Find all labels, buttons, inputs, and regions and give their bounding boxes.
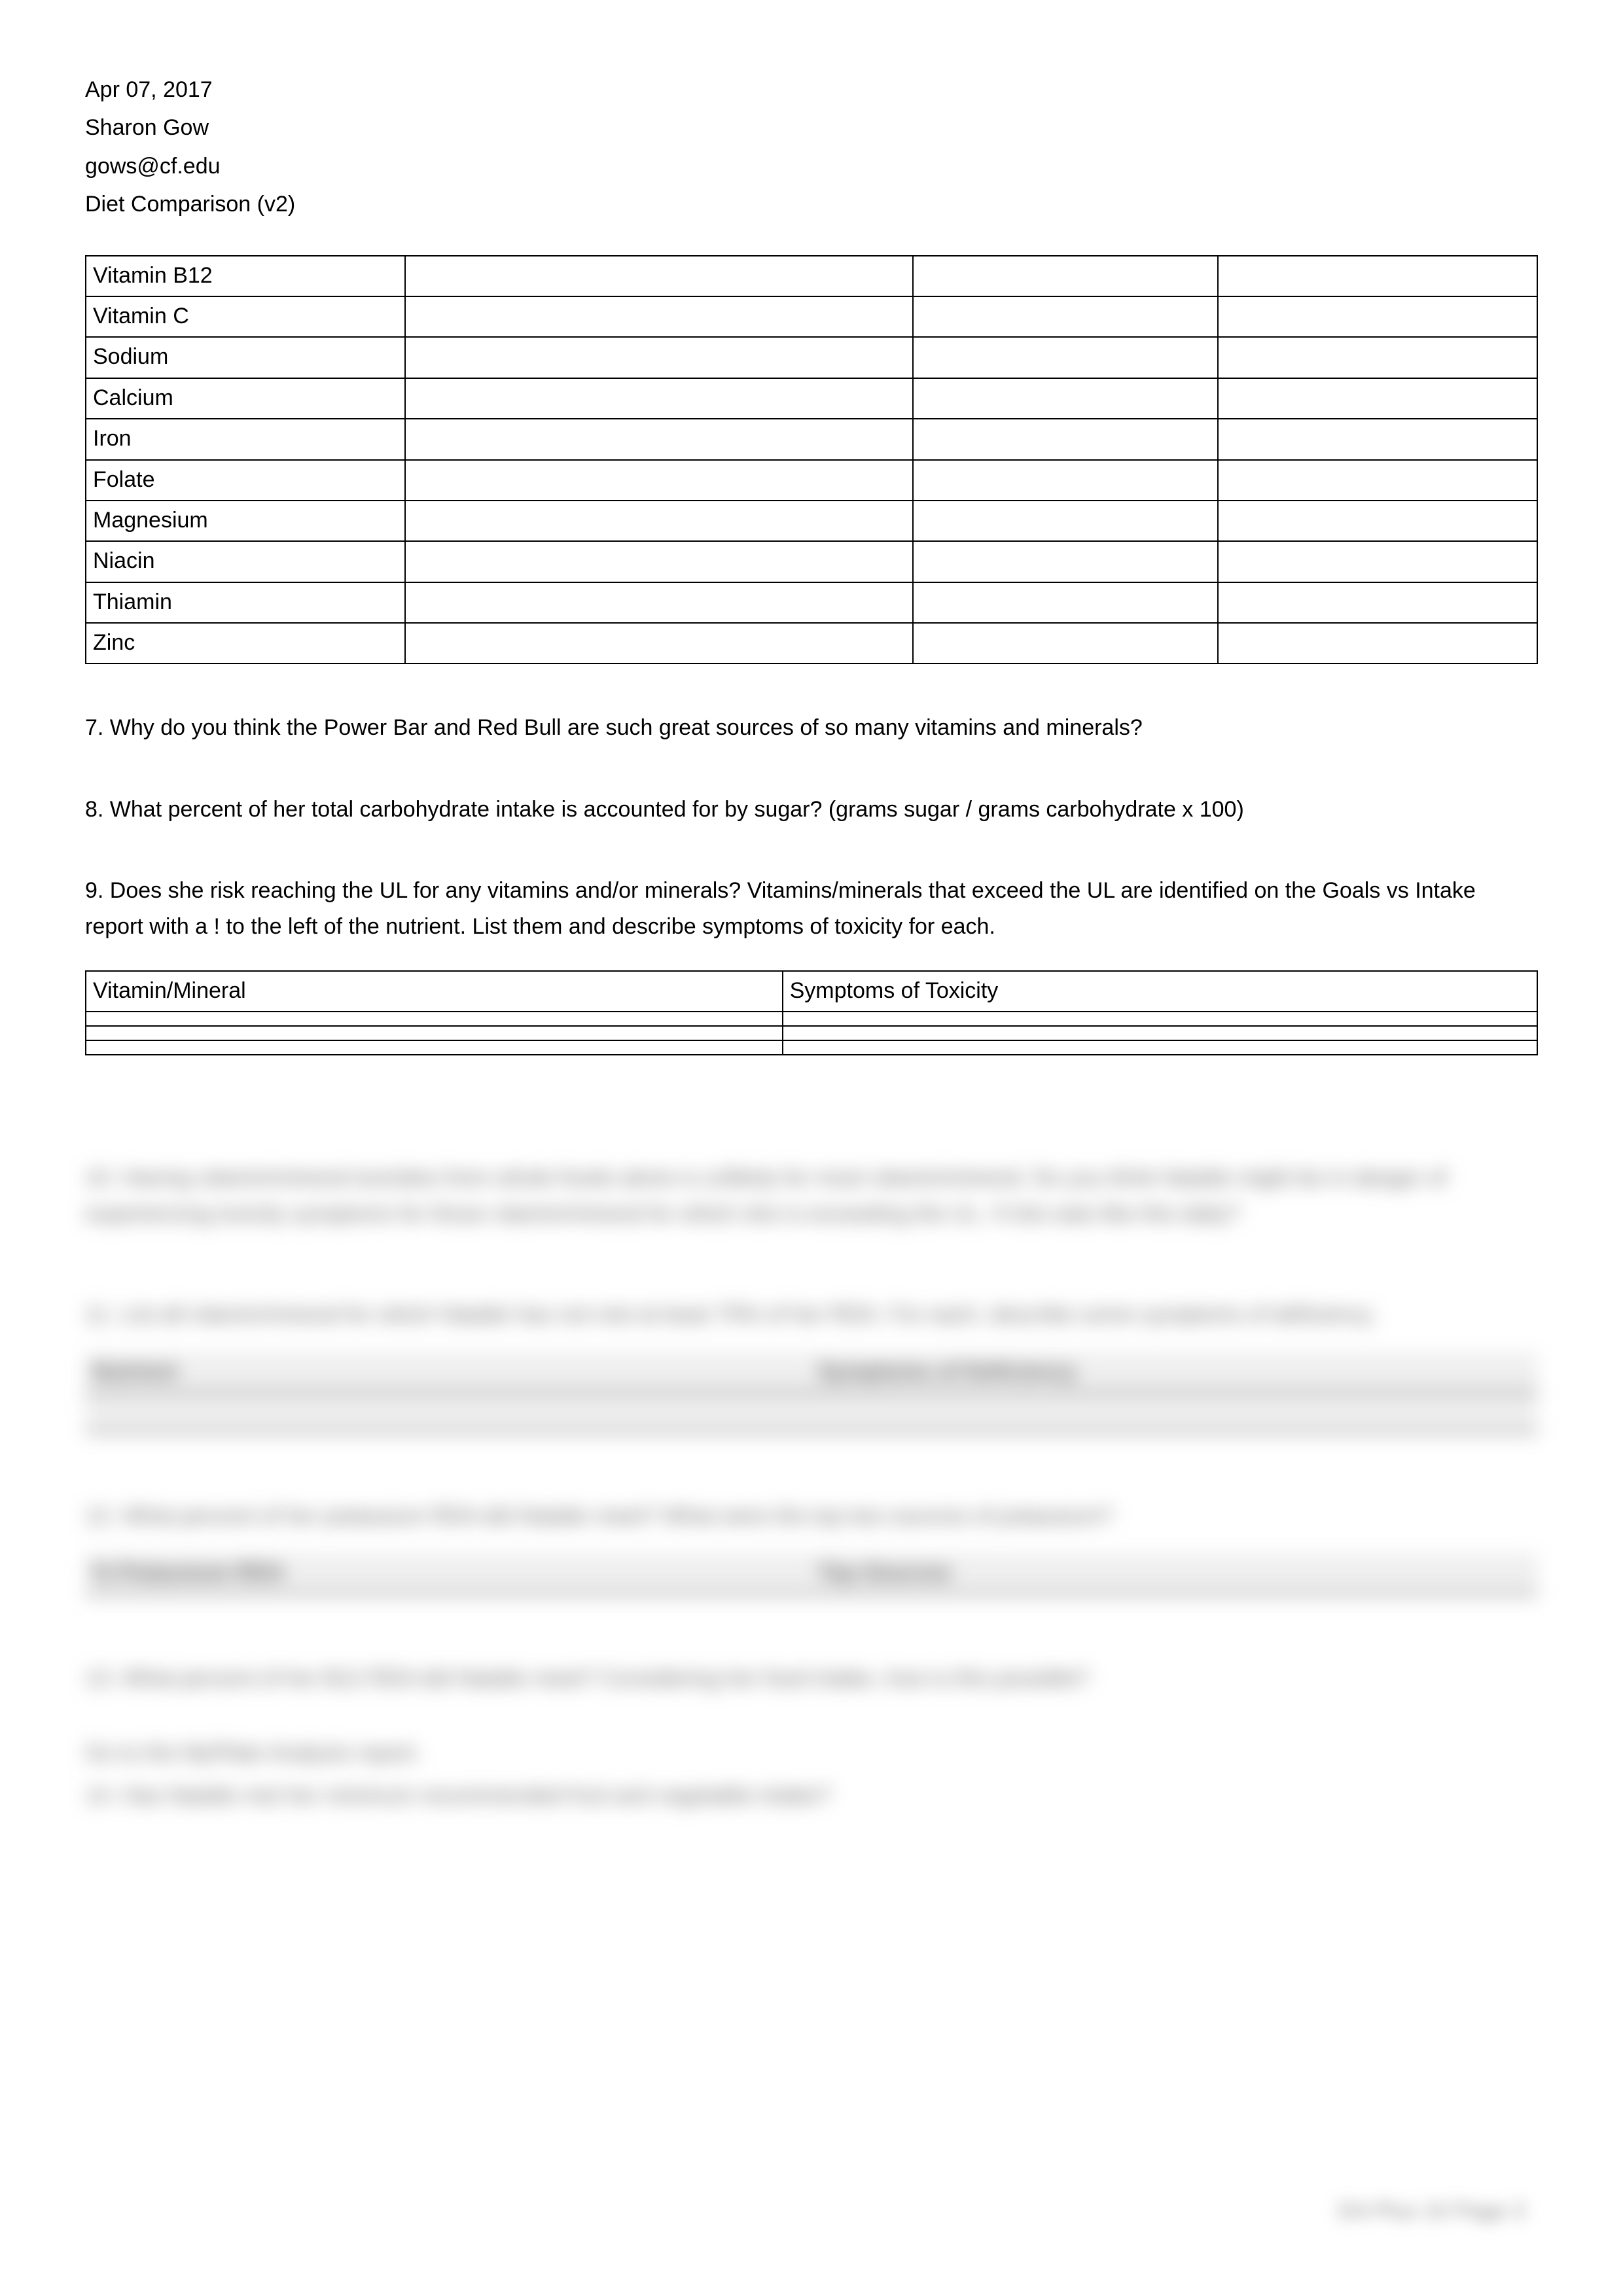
table-cell: Thiamin <box>86 582 405 623</box>
table-cell <box>405 419 913 459</box>
page-footer: DA Plus 10 Page 3 <box>1338 2199 1525 2224</box>
table-row <box>86 1040 1537 1055</box>
table-cell: Magnesium <box>86 501 405 541</box>
table-cell <box>1218 378 1537 419</box>
table-cell <box>913 337 1218 378</box>
header-email: gows@cf.edu <box>85 149 1538 184</box>
table-cell <box>1218 256 1537 296</box>
header-name: Sharon Gow <box>85 110 1538 145</box>
table-cell: Sodium <box>86 337 405 378</box>
potassium-table: % Potassium RDA Top Sources <box>85 1553 1538 1595</box>
header-date: Apr 07, 2017 <box>85 72 1538 107</box>
table-cell <box>405 501 913 541</box>
table-cell: Vitamin C <box>86 296 405 337</box>
header-title: Diet Comparison (v2) <box>85 186 1538 222</box>
table-row: Niacin <box>86 541 1537 582</box>
table-cell <box>86 1012 783 1026</box>
table-cell <box>783 1026 1537 1040</box>
table-cell <box>405 296 913 337</box>
question-13: 13. What percent of her B12 RDA did Nata… <box>85 1661 1538 1696</box>
table-cell <box>405 378 913 419</box>
table-row: Calcium <box>86 378 1537 419</box>
table-cell <box>86 1026 783 1040</box>
table-cell <box>1218 337 1537 378</box>
table-cell <box>913 501 1218 541</box>
toxicity-table: Vitamin/Mineral Symptoms of Toxicity <box>85 970 1538 1055</box>
goto-instruction: Go to the MyPlate Analysis report. <box>85 1735 1538 1771</box>
table-cell <box>1218 623 1537 663</box>
question-14: 14. Has Natalie met her minimum recommen… <box>85 1778 1538 1813</box>
table-row: Magnesium <box>86 501 1537 541</box>
deficiency-header-1: Nutrient <box>85 1352 812 1393</box>
question-7: 7. Why do you think the Power Bar and Re… <box>85 710 1538 745</box>
table-cell <box>1218 541 1537 582</box>
table-cell: Vitamin B12 <box>86 256 405 296</box>
table-cell: Zinc <box>86 623 405 663</box>
potassium-header-1: % Potassium RDA <box>85 1553 812 1594</box>
table-cell <box>783 1012 1537 1026</box>
question-9: 9. Does she risk reaching the UL for any… <box>85 873 1538 944</box>
table-cell <box>913 582 1218 623</box>
table-row: Thiamin <box>86 582 1537 623</box>
table-row: Folate <box>86 460 1537 501</box>
table-cell <box>405 460 913 501</box>
table-cell: Iron <box>86 419 405 459</box>
table-cell <box>913 378 1218 419</box>
table-cell <box>783 1040 1537 1055</box>
table-cell: Folate <box>86 460 405 501</box>
table-cell: Niacin <box>86 541 405 582</box>
table-cell <box>913 623 1218 663</box>
table-cell <box>405 541 913 582</box>
table-cell <box>405 256 913 296</box>
potassium-header-2: Top Sources <box>812 1553 1538 1594</box>
deficiency-header-2: Symptoms of Deficiency <box>812 1352 1538 1393</box>
nutrients-table: Vitamin B12Vitamin CSodiumCalciumIronFol… <box>85 255 1538 665</box>
table-cell <box>913 460 1218 501</box>
table-cell <box>913 296 1218 337</box>
table-cell <box>405 337 913 378</box>
table-cell: Calcium <box>86 378 405 419</box>
table-row <box>86 1026 1537 1040</box>
table-row: Sodium <box>86 337 1537 378</box>
table-cell <box>405 623 913 663</box>
table-cell <box>1218 419 1537 459</box>
question-11: 11. List all vitamin/mineral for which N… <box>85 1297 1538 1332</box>
table-row: Vitamin C <box>86 296 1537 337</box>
toxicity-header-1: Vitamin/Mineral <box>86 971 783 1012</box>
locked-preview-region: 10. Having vitamin/mineral toxicities fr… <box>85 1160 1538 1813</box>
table-row: Zinc <box>86 623 1537 663</box>
table-row: Vitamin B12 <box>86 256 1537 296</box>
table-row: Iron <box>86 419 1537 459</box>
table-cell <box>1218 296 1537 337</box>
document-header: Apr 07, 2017 Sharon Gow gows@cf.edu Diet… <box>85 72 1538 222</box>
table-cell <box>1218 501 1537 541</box>
question-8: 8. What percent of her total carbohydrat… <box>85 792 1538 827</box>
table-cell <box>913 419 1218 459</box>
deficiency-table: Nutrient Symptoms of Deficiency <box>85 1352 1538 1433</box>
table-cell <box>1218 460 1537 501</box>
question-12: 12. What percent of her potassium RDA di… <box>85 1498 1538 1534</box>
table-cell <box>913 541 1218 582</box>
table-cell <box>86 1040 783 1055</box>
table-cell <box>405 582 913 623</box>
table-row <box>86 1012 1537 1026</box>
toxicity-header-2: Symptoms of Toxicity <box>783 971 1537 1012</box>
table-cell <box>913 256 1218 296</box>
table-cell <box>1218 582 1537 623</box>
question-10: 10. Having vitamin/mineral toxicities fr… <box>85 1160 1538 1231</box>
